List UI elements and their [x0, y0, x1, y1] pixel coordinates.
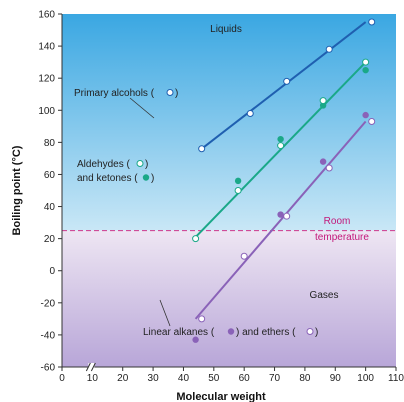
ethers-label: )	[315, 327, 318, 338]
aldehydes-ketones-open-point	[319, 97, 327, 105]
alcohols-leader-line	[129, 97, 155, 119]
linear-alkanes-ethers-filled-point	[319, 158, 327, 165]
x-tick-label: 70	[269, 373, 281, 384]
y-axis-title: Boiling point (°C)	[11, 145, 23, 235]
liquids-label: Liquids	[210, 24, 242, 35]
aldehydes-label: )	[145, 159, 148, 170]
linear-alkanes-ethers-open-point	[368, 118, 376, 126]
x-tick-label: 110	[388, 373, 404, 384]
liquids-region	[62, 14, 396, 231]
aldehydes-legend-marker	[136, 160, 144, 167]
linear-alkanes-ethers-trend-line	[194, 120, 367, 320]
plot-regions	[62, 14, 396, 367]
primary-alcohols-open-point	[368, 18, 376, 26]
primary-alcohols-label: Primary alcohols (	[74, 88, 155, 99]
x-tick-label: 60	[239, 373, 251, 384]
y-tick-label: 140	[38, 42, 55, 53]
room-temperature-label: Room	[324, 216, 351, 227]
primary-alcohols-open-point	[198, 145, 206, 153]
aldehydes-ketones-filled-point	[319, 102, 327, 109]
x-tick-label: 0	[59, 373, 65, 384]
linear-alkanes-ethers-filled-point	[362, 111, 369, 119]
aldehydes-ketones-filled-point	[234, 177, 242, 185]
y-tick-label: -40	[41, 330, 56, 341]
x-tick-label: 30	[148, 373, 160, 384]
x-axis-title: Molecular weight	[176, 391, 266, 402]
aldehydes-label: Aldehydes (	[77, 159, 130, 170]
ethers-legend-marker	[306, 328, 314, 335]
primary-alcohols-trend-line	[201, 21, 367, 150]
chart-marks	[192, 18, 376, 343]
alkanes-leader-line	[159, 299, 171, 327]
x-tick-label: 40	[178, 373, 190, 384]
aldehydes-ketones-open-point	[192, 235, 200, 243]
linear-alkanes-ethers-open-point	[283, 212, 291, 220]
ethers-label: ) and ethers (	[236, 327, 296, 338]
axes: -60 -40 -20 0 20 40 60 80 100 120 140 160 0 10 20 30 40 5…	[38, 10, 404, 385]
y-tick-label: -60	[41, 363, 56, 374]
primary-alcohols-open-point	[283, 77, 291, 85]
y-tick-label: 20	[44, 234, 56, 245]
aldehydes-ketones-open-point	[362, 58, 370, 66]
linear-alkanes-label: Linear alkanes (	[143, 327, 215, 338]
ketones-legend-marker	[142, 174, 150, 181]
aldehydes-ketones-open-point	[234, 187, 242, 194]
x-tick-label: 90	[330, 373, 342, 384]
y-tick-label: 60	[44, 170, 56, 181]
primary-alcohols-legend-marker	[166, 89, 174, 96]
linear-alkanes-ethers-filled-point	[192, 336, 199, 343]
y-tick-label: 120	[38, 74, 55, 85]
room-temperature-label: temperature	[315, 232, 369, 243]
y-tick-label: 160	[38, 10, 55, 21]
axis-break-mark	[85, 362, 91, 372]
y-tick-label: 80	[44, 138, 56, 149]
aldehydes-ketones-trend-line	[194, 61, 367, 238]
ketones-label: and ketones (	[77, 173, 138, 184]
y-tick-label: -20	[41, 298, 56, 309]
chart-labels: Molecular weight Boiling point (°C) Liquid…	[11, 24, 369, 402]
linear-alkanes-ethers-filled-point	[277, 211, 284, 218]
primary-alcohols-label: )	[175, 88, 178, 99]
linear-alkanes-ethers-open-point	[325, 164, 333, 172]
aldehydes-ketones-filled-point	[277, 135, 284, 143]
ketones-label: )	[151, 173, 154, 184]
y-tick-label: 40	[44, 202, 56, 213]
x-tick-label: 20	[117, 373, 129, 384]
axis-break-mark	[90, 362, 96, 372]
primary-alcohols-open-point	[246, 109, 254, 117]
aldehydes-ketones-filled-point	[362, 66, 369, 74]
y-tick-label: 100	[38, 106, 55, 117]
linear-alkanes-ethers-open-point	[198, 315, 206, 323]
x-tick-label: 80	[299, 373, 311, 384]
linear-alkanes-legend-marker	[227, 328, 235, 335]
axis-break-gap	[88, 363, 95, 371]
aldehydes-ketones-open-point	[277, 142, 285, 150]
gases-region	[62, 230, 396, 367]
y-tick-label: 0	[49, 266, 55, 277]
gases-label: Gases	[310, 290, 339, 301]
x-tick-label: 50	[208, 373, 220, 384]
primary-alcohols-open-point	[325, 45, 333, 53]
x-tick-label: 10	[87, 373, 99, 384]
linear-alkanes-ethers-open-point	[240, 252, 248, 260]
x-tick-label: 100	[357, 373, 374, 384]
